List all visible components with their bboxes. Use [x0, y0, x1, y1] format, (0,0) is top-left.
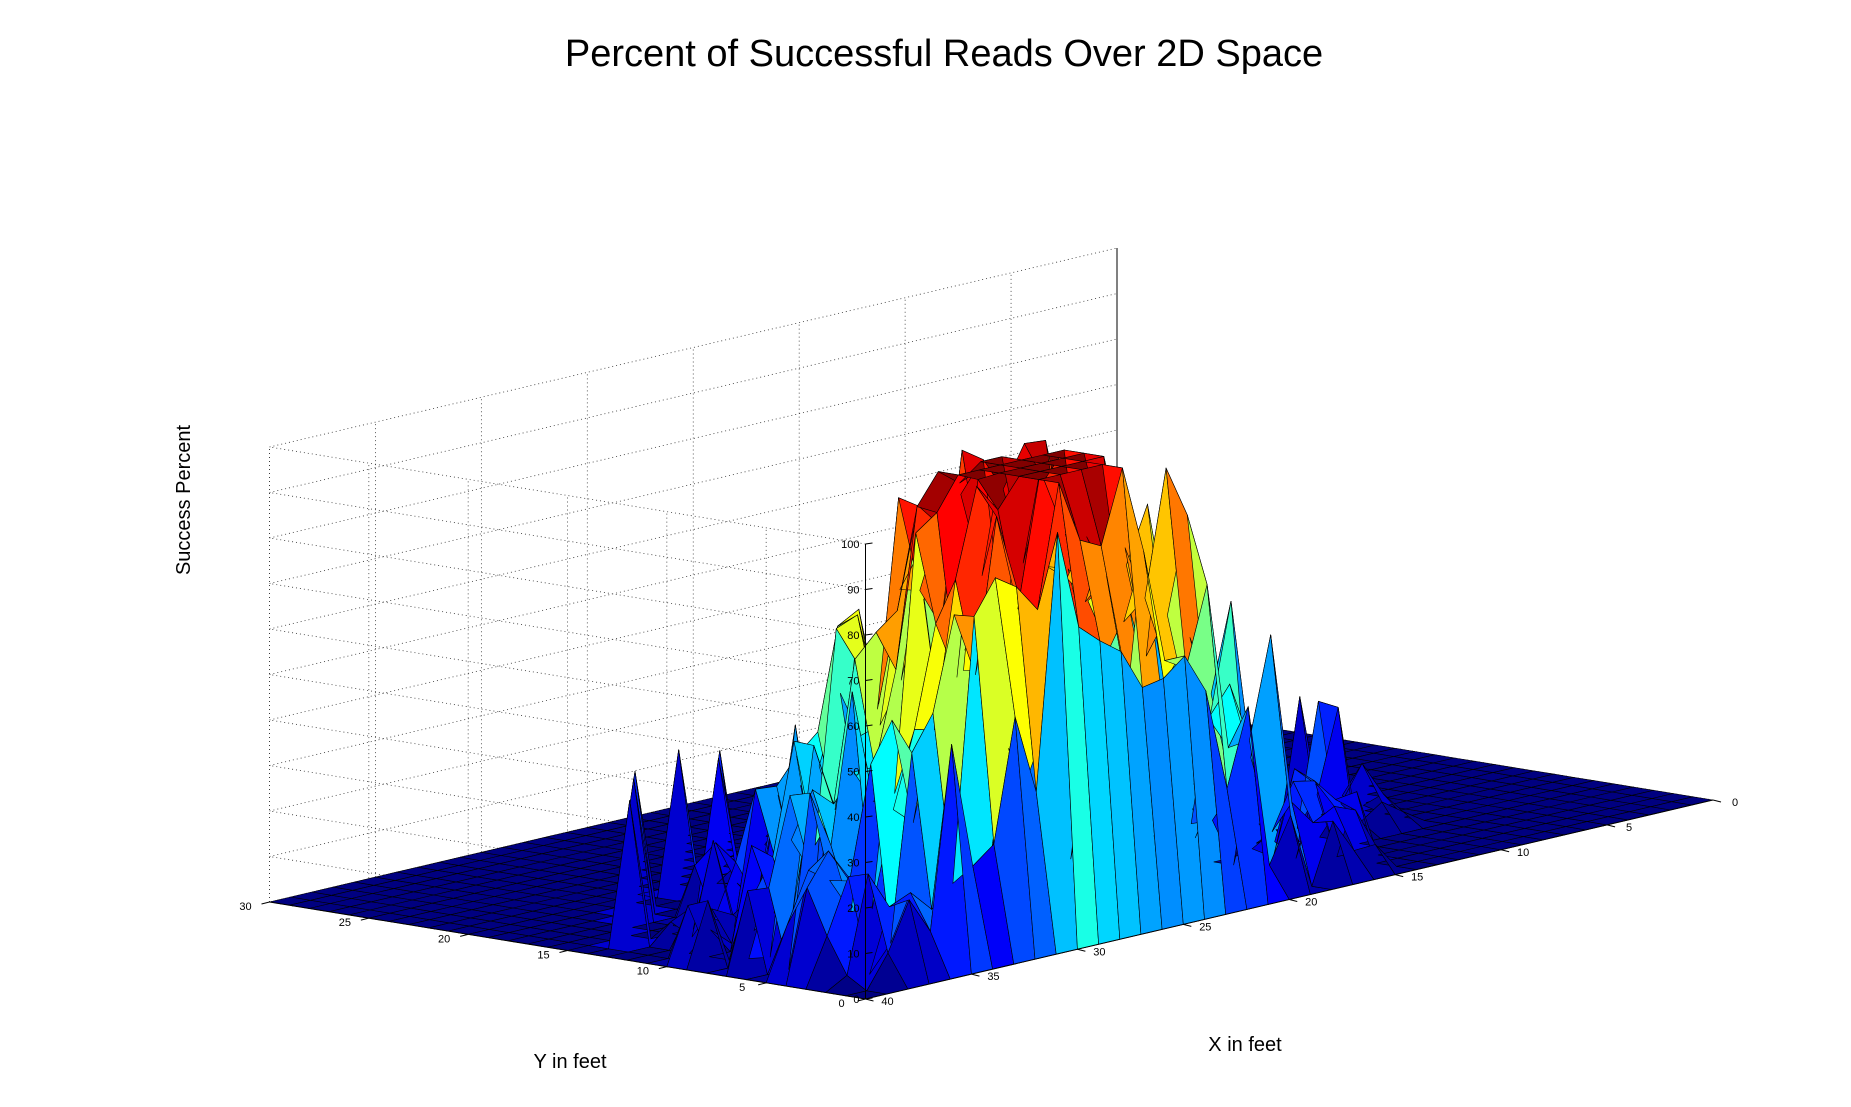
x-tick	[1395, 874, 1404, 878]
gridline	[269, 247, 1118, 448]
y-tick	[559, 950, 568, 953]
z-tick	[865, 997, 873, 1000]
z-tick	[865, 588, 873, 590]
z-tick-label: 80	[847, 630, 859, 642]
surface-layer	[269, 440, 1714, 1000]
x-tick	[971, 973, 980, 977]
z-tick-label: 10	[847, 949, 859, 961]
z-axis-label: Success Percent	[173, 425, 195, 576]
z-tick	[865, 815, 873, 818]
y-axis-label: Y in feet	[533, 1051, 606, 1073]
z-tick-label: 20	[847, 903, 859, 915]
z-tick	[865, 906, 873, 909]
gridline	[269, 583, 866, 681]
x-axis-label: X in feet	[1208, 1034, 1282, 1056]
x-tick-label: 40	[881, 996, 893, 1008]
y-tick	[460, 933, 469, 937]
x-tick	[865, 998, 874, 1002]
x-tick-label: 10	[1517, 847, 1529, 859]
x-tick	[1606, 824, 1616, 828]
z-tick	[865, 770, 873, 772]
y-tick-label: 25	[339, 917, 351, 929]
z-tick-label: 0	[853, 994, 859, 1006]
x-tick-label: 0	[1732, 797, 1738, 809]
y-tick-label: 10	[637, 966, 649, 978]
x-tick	[1077, 948, 1086, 952]
x-tick-label: 25	[1199, 921, 1211, 933]
y-tick	[360, 917, 369, 921]
y-tick-label: 0	[838, 998, 844, 1010]
x-tick-label: 30	[1093, 946, 1105, 958]
x-tick	[1289, 899, 1298, 902]
z-tick-label: 50	[847, 767, 859, 779]
z-tick-label: 30	[847, 858, 859, 870]
z-tick	[865, 724, 873, 727]
chart-title: Percent of Successful Reads Over 2D Spac…	[565, 33, 1323, 75]
z-tick-label: 90	[847, 585, 859, 597]
z-tick	[865, 952, 873, 954]
y-tick	[658, 966, 667, 970]
axis-layer: 0 5 10 15 20 25 30 35 40 0 5 10 15 20 25 30 0 10 20 30 40 50 6…	[239, 539, 1738, 1010]
x-tick	[1501, 849, 1510, 853]
y-tick-label: 30	[239, 901, 251, 913]
z-tick	[865, 861, 873, 863]
z-tick	[865, 633, 873, 636]
y-tick-label: 15	[537, 950, 549, 962]
z-tick-label: 40	[847, 812, 859, 824]
x-tick-label: 15	[1411, 872, 1423, 884]
gridline	[269, 674, 866, 772]
z-tick-label: 70	[847, 676, 859, 688]
gridline	[269, 446, 866, 545]
z-tick-label: 100	[841, 539, 859, 551]
y-tick-label: 5	[739, 982, 745, 994]
y-tick	[857, 998, 866, 1002]
y-tick-label: 20	[438, 933, 450, 945]
z-tick	[865, 542, 873, 545]
x-tick	[1712, 799, 1722, 803]
y-tick	[758, 982, 767, 986]
y-tick	[261, 901, 270, 905]
gridline	[269, 492, 866, 590]
z-tick	[865, 679, 873, 681]
x-tick-label: 5	[1626, 822, 1632, 834]
x-tick	[1183, 923, 1192, 927]
x-tick-label: 35	[987, 971, 999, 983]
x-tick-label: 20	[1305, 897, 1317, 909]
z-tick-label: 60	[847, 721, 859, 733]
